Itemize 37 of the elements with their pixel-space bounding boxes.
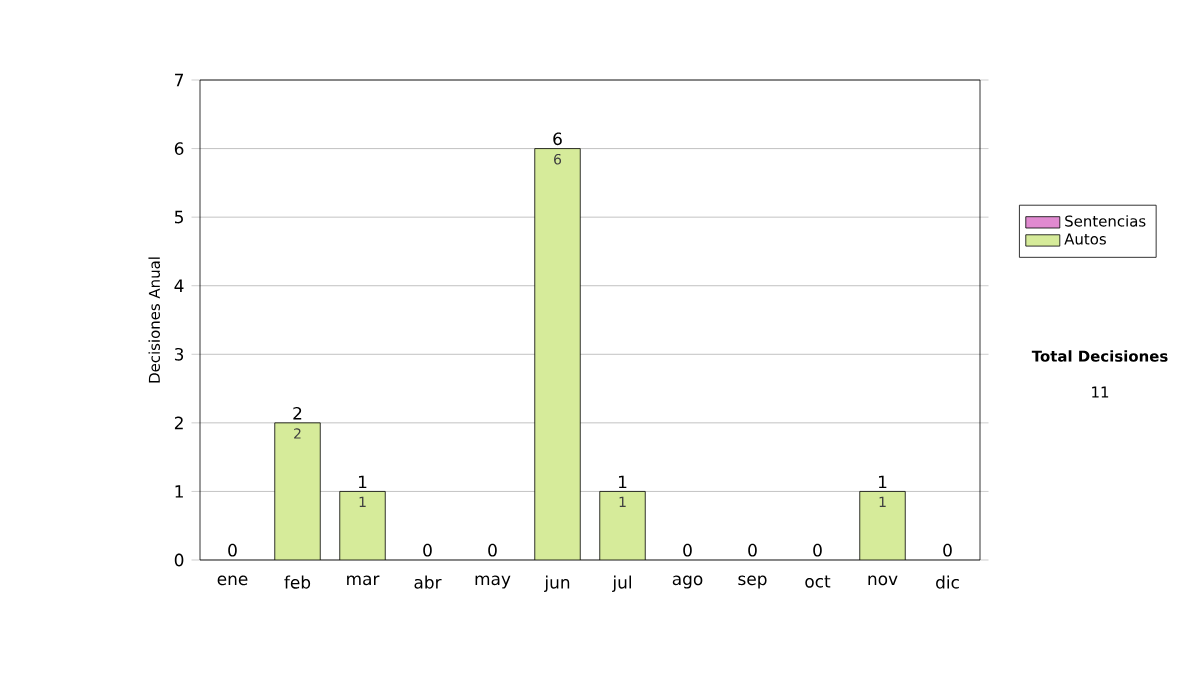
bar: [599, 491, 646, 560]
x-tick-label: abr: [414, 575, 442, 589]
total-label: 0: [748, 543, 757, 557]
x-tick-label: jul: [612, 575, 632, 592]
total-label: 1: [358, 475, 367, 489]
x-tick-label: may: [475, 575, 511, 589]
total-label: 0: [488, 543, 497, 557]
total-label: 0: [943, 543, 952, 557]
total-label: 0: [813, 543, 822, 557]
bar: [859, 491, 906, 560]
y-tick-label: 7: [175, 73, 184, 87]
x-tick-label: jun: [544, 575, 570, 592]
total-label: 0: [423, 543, 432, 557]
y-tick-label: 1: [175, 485, 183, 498]
bar: [339, 491, 386, 560]
x-tick-label: ago: [672, 575, 703, 589]
bar: [534, 148, 581, 560]
x-tick-label: ene: [217, 575, 248, 586]
y-tick-label: 0: [174, 553, 184, 567]
total-label: 2: [293, 406, 302, 420]
x-tick-label: dic: [936, 575, 959, 589]
total-label: 0: [683, 543, 692, 557]
y-tick-label: 5: [174, 210, 183, 224]
x-tick-label: oct: [805, 575, 831, 588]
y-tick-label: 3: [174, 347, 184, 361]
total-label: 1: [618, 475, 627, 489]
x-tick-label: feb: [284, 575, 311, 589]
y-tick-label: 4: [174, 279, 184, 292]
total-label: 0: [228, 543, 237, 557]
y-tick-label: 6: [174, 142, 184, 155]
x-tick-label: nov: [868, 575, 898, 586]
x-tick-label: sep: [738, 575, 767, 589]
total-label: 1: [878, 475, 887, 489]
bar: [274, 422, 321, 560]
y-tick-label: 2: [174, 416, 183, 430]
x-tick-label: mar: [347, 575, 380, 586]
total-label: 6: [553, 132, 562, 146]
